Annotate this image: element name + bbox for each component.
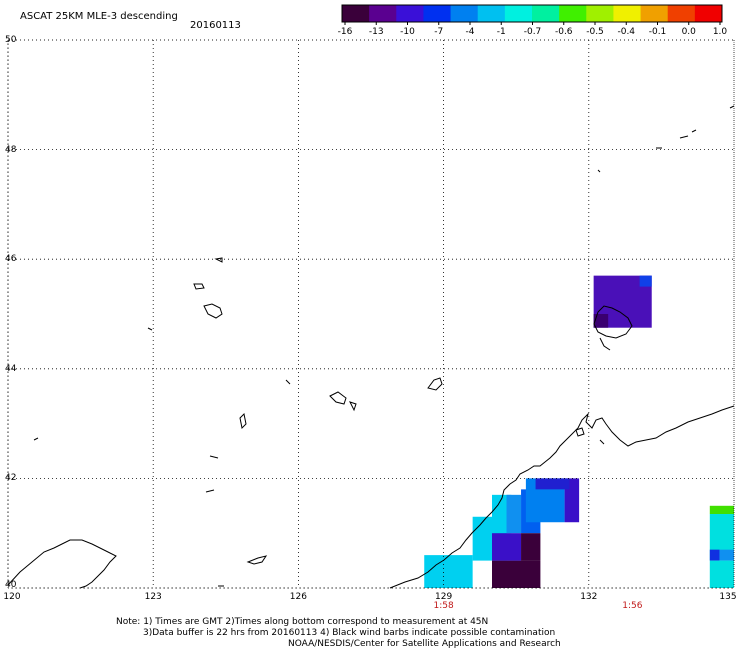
data-cell [424,555,473,588]
longitude-label: 135 [719,592,737,602]
colorbar-tick-label: -0.5 [586,27,604,37]
longitude-label: 120 [3,592,21,602]
coastline-southwest [7,539,117,589]
lake-9 [239,412,247,430]
longitude-label: 126 [289,592,307,602]
island-ne-4 [597,169,601,173]
longitude-label: 129 [435,592,453,602]
lake-1 [203,303,223,319]
colorbar-swatch [613,5,642,22]
data-cell [492,533,522,561]
plot-border [7,39,735,589]
colorbar-swatch [423,5,452,22]
product-title: ASCAT 25KM MLE-3 descending [20,11,178,22]
coastline-island-east [593,305,633,339]
lake-7 [349,401,357,412]
data-cell [709,505,734,515]
longitude-label: 132 [580,592,598,602]
pass-time-label: 1:58 [433,601,454,611]
pass-time-label: 1:56 [622,601,643,611]
lake-11 [205,489,215,493]
colorbar-tick-label: -13 [368,27,384,37]
island-ne-1 [679,135,689,139]
colorbar-swatch [667,5,696,22]
colorbar-swatch [559,5,587,22]
data-cell [639,275,652,287]
longitude-label: 123 [144,592,162,602]
latitude-label: 40 [5,580,17,590]
product-date: 20160113 [190,20,241,31]
data-cell [719,549,734,561]
data-cell [506,494,522,534]
colorbar-tick-label: -4 [465,27,475,37]
colorbar-tick-label: -0.4 [617,27,636,37]
colorbar-swatch [450,5,479,22]
data-cell [709,549,720,561]
colorbar-swatch [396,5,424,22]
latitude-label: 48 [5,144,17,155]
colorbar-swatch [477,5,506,22]
colorbar [341,4,723,25]
colorbar-swatch [694,5,723,22]
data-cell [492,560,541,588]
lake-12 [246,555,268,565]
coastline-island-east-tail [599,337,611,351]
colorbar-swatch [532,5,560,22]
island-ne-2 [691,129,697,133]
note-line-3: NOAA/NESDIS/Center for Satellite Applica… [288,639,561,649]
lake-3 [214,257,223,263]
latitude-label: 50 [5,35,17,45]
data-cell [709,560,734,588]
island-ne-5 [729,105,735,109]
note-line-1: Note: 1) Times are GMT 2)Times along bot… [116,617,489,627]
colorbar-tick-label: -1 [496,27,506,37]
colorbar-swatch [342,5,370,22]
lake-5 [285,379,291,385]
data-cell [535,478,570,490]
data-cell [593,314,609,328]
coastline-mainland [389,405,735,589]
lake-4 [147,327,153,331]
lake-10 [209,455,219,459]
colorbar-swatch [586,5,614,22]
latitude-label: 42 [5,473,17,484]
colorbar-tick-label: -0.7 [523,27,542,37]
lake-2 [193,283,205,290]
colorbar-tick-label: -16 [337,27,353,37]
colorbar-tick-label: -10 [400,27,415,37]
lake-6 [329,391,347,405]
data-cell [521,533,541,561]
colorbar-swatch [369,5,397,22]
coastline-bay [575,427,585,437]
colorbar-tick-label: 1.0 [712,27,728,37]
lake-13 [33,437,39,441]
colorbar-tick-label: -0.6 [554,27,573,37]
latitude-label: 46 [5,254,17,265]
note-line-2: 3)Data buffer is 22 hrs from 20160113 4)… [143,628,556,638]
island-e-1 [599,439,605,445]
colorbar-swatch [504,5,533,22]
colorbar-tick-label: -7 [434,27,444,37]
lake-8 [427,377,443,391]
colorbar-tick-label: 0.0 [681,27,696,37]
colorbar-swatch [640,5,669,22]
latitude-label: 44 [5,363,17,374]
data-cells [424,275,734,588]
coastline [7,105,735,589]
colorbar-tick-label: -0.1 [648,27,667,37]
